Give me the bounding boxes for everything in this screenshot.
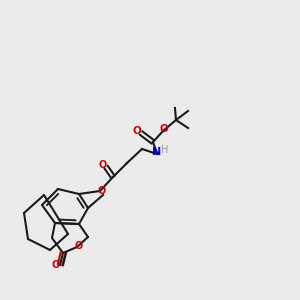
Text: N: N — [152, 147, 162, 157]
Text: H: H — [161, 145, 169, 154]
Text: O: O — [74, 242, 83, 251]
Text: O: O — [98, 160, 106, 170]
Text: O: O — [98, 186, 106, 196]
Text: O: O — [160, 124, 168, 134]
Text: O: O — [133, 127, 142, 136]
Text: O: O — [51, 260, 60, 270]
